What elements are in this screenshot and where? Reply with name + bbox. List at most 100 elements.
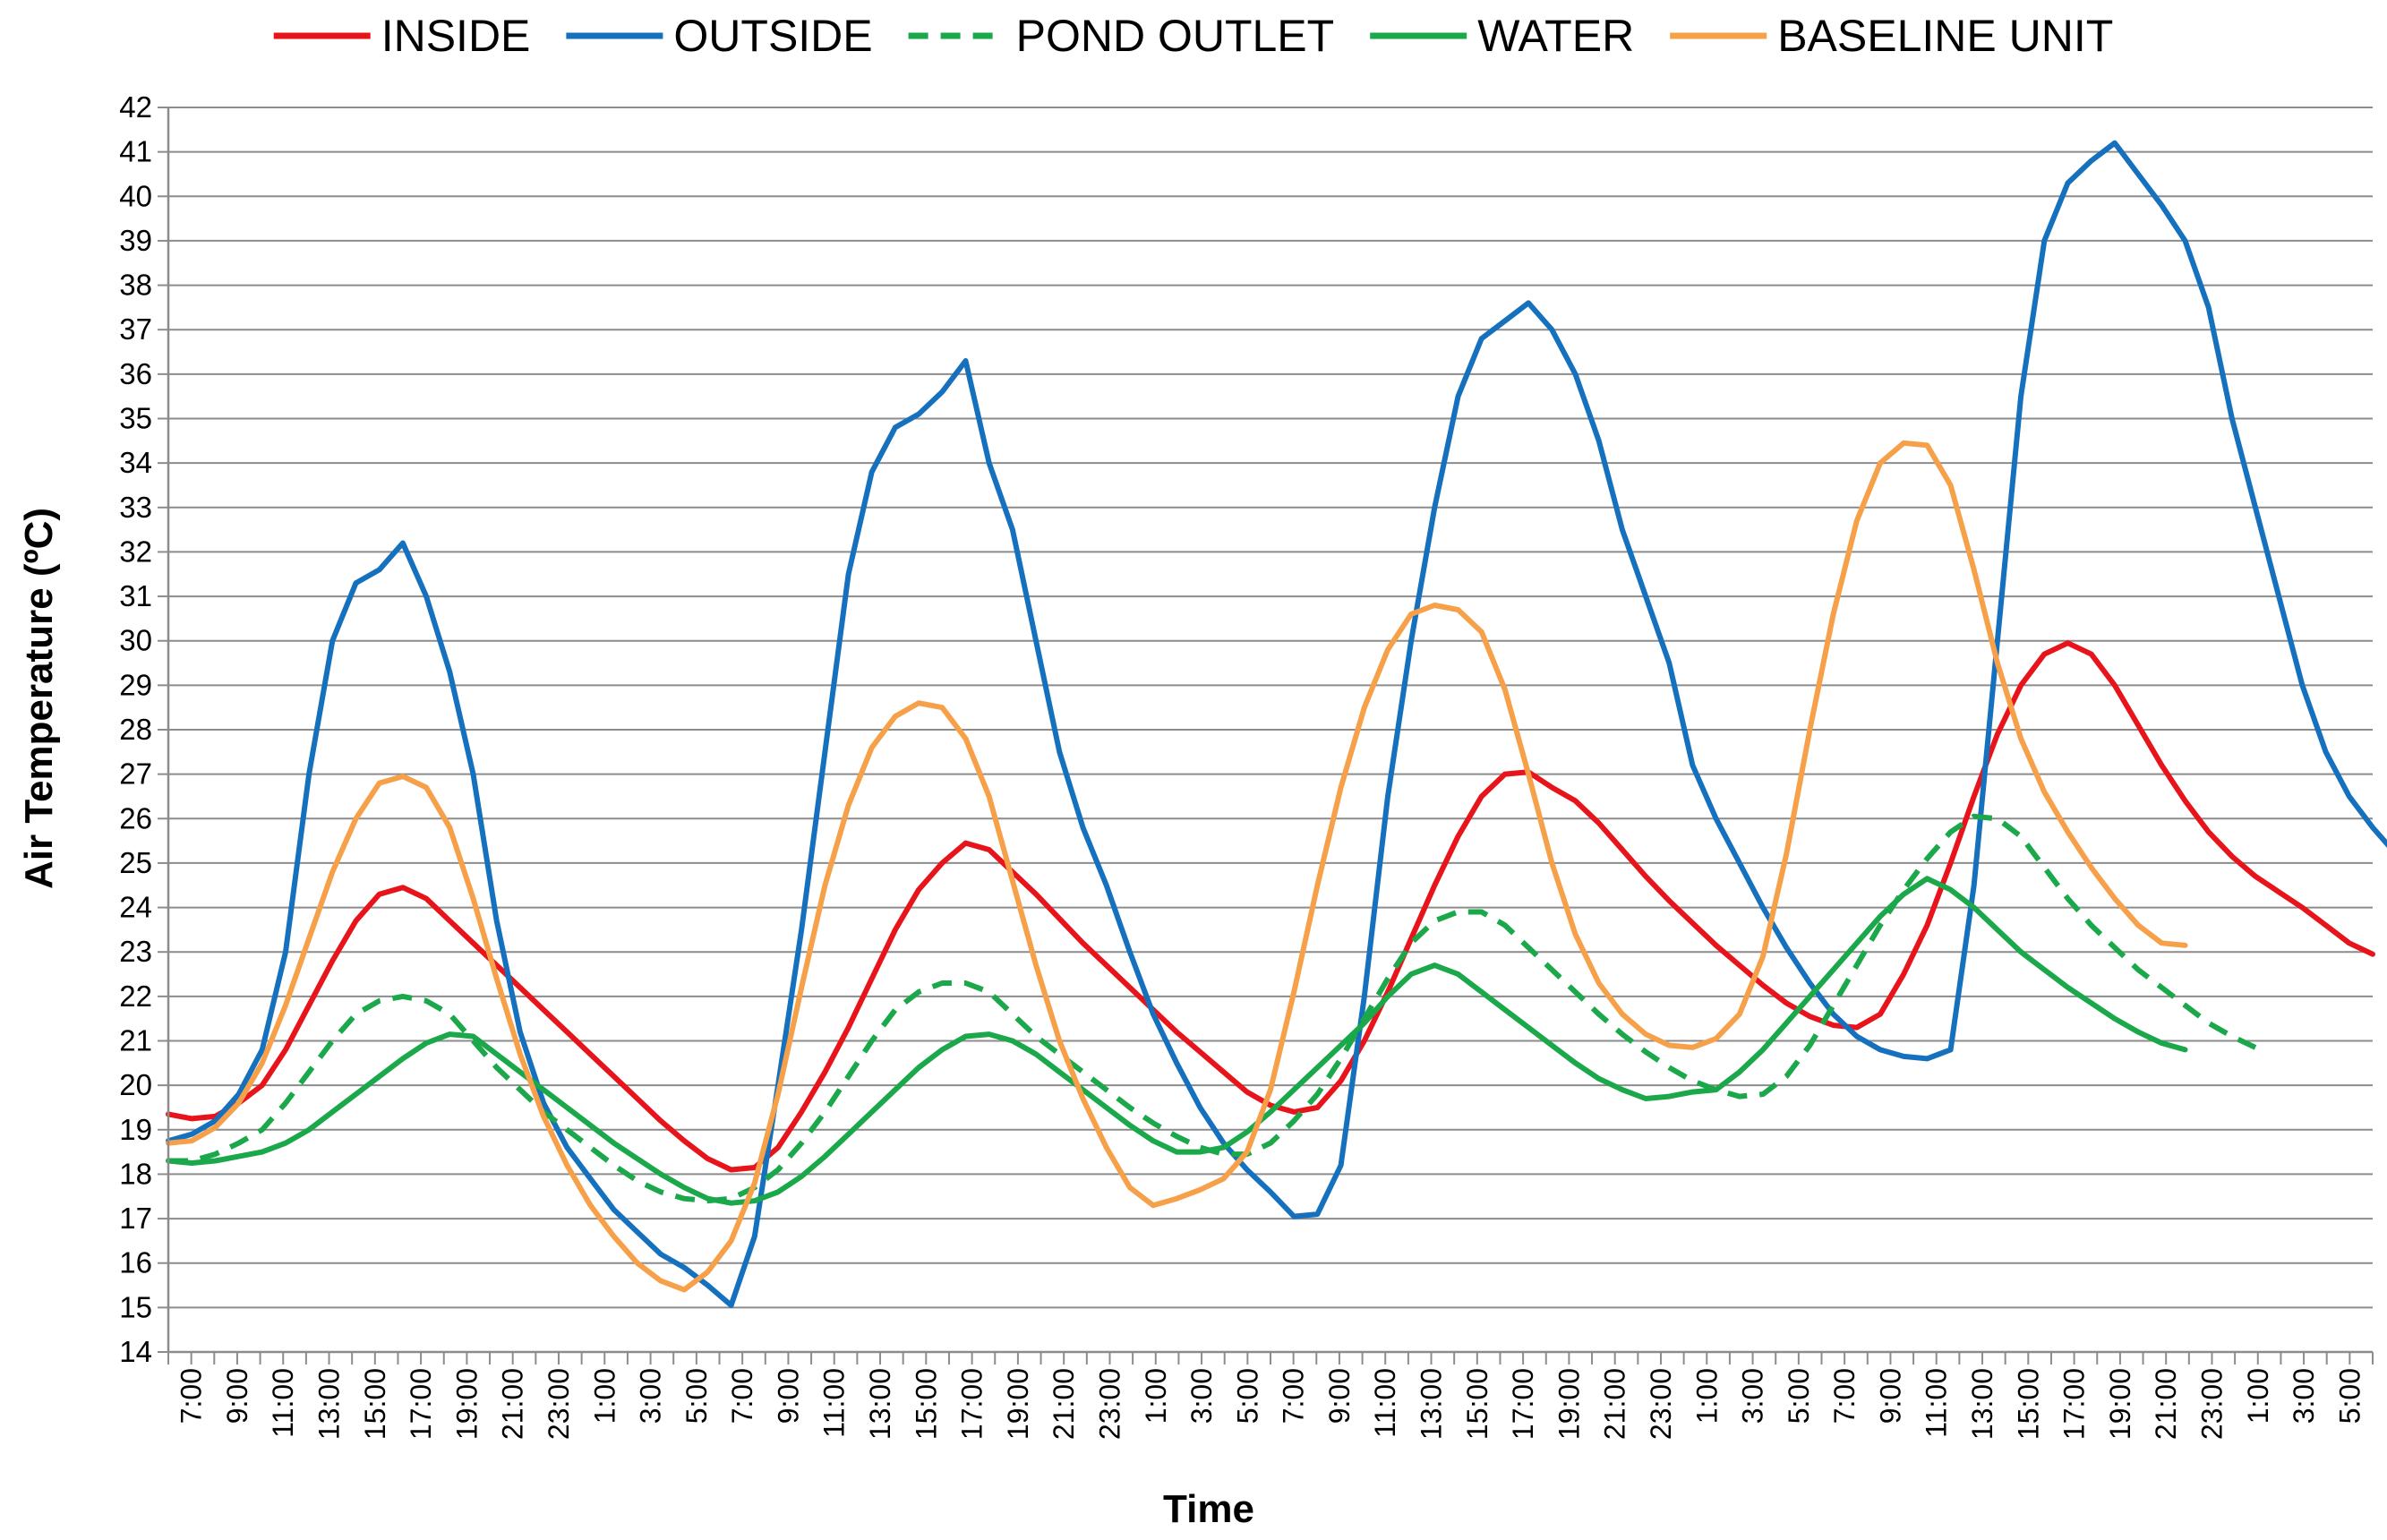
y-tick-label: 28 <box>119 713 152 746</box>
x-tick-label: 5:00 <box>2333 1368 2366 1424</box>
x-tick-label: 13:00 <box>864 1368 896 1440</box>
x-tick-label: 21:00 <box>2150 1368 2182 1440</box>
x-tick-label: 9:00 <box>1323 1368 1356 1424</box>
x-tick-label: 11:00 <box>1921 1368 1953 1438</box>
x-tick-label: 7:00 <box>175 1368 208 1424</box>
axes: 14 15 16 17 18 19 20 21 22 23 24 25 26 27 28 29 30 31 32 33… <box>119 90 2374 1440</box>
legend-label-baseline-unit: BASELINE UNIT <box>1777 11 2113 61</box>
y-tick-label: 38 <box>119 269 152 302</box>
x-tick-label: 5:00 <box>680 1368 713 1424</box>
legend-label-water: WATER <box>1477 11 1634 61</box>
x-tick-label: 15:00 <box>359 1368 391 1440</box>
y-tick-label: 18 <box>119 1157 152 1190</box>
legend-label-inside: INSIDE <box>381 11 531 61</box>
x-tick-label: 23:00 <box>1093 1368 1125 1440</box>
series-line-baseline-unit <box>166 440 2188 1293</box>
y-tick-label: 19 <box>119 1113 152 1146</box>
legend: INSIDE OUTSIDE POND OUTLET WATER BASELINE UN… <box>273 11 2113 61</box>
x-tick-label: 9:00 <box>772 1368 804 1424</box>
x-tick-label: 3:00 <box>1185 1368 1218 1424</box>
x-tick-label: 9:00 <box>1874 1368 1906 1424</box>
x-tick-label: 3:00 <box>2288 1368 2320 1424</box>
x-tick-label: 1:00 <box>2242 1368 2274 1424</box>
y-tick-label: 16 <box>119 1246 152 1279</box>
legend-item-water: WATER <box>1370 11 1634 61</box>
x-tick-label: 19:00 <box>2104 1368 2136 1440</box>
series-line-water <box>166 876 2188 1206</box>
x-tick-label: 15:00 <box>1461 1368 1493 1440</box>
x-tick-label: 13:00 <box>313 1368 346 1440</box>
legend-label-outside: OUTSIDE <box>673 11 872 61</box>
x-tick-label: 5:00 <box>1231 1368 1263 1424</box>
x-tick-label: 5:00 <box>1783 1368 1815 1424</box>
x-tick-label: 19:00 <box>1553 1368 1585 1440</box>
legend-item-inside: INSIDE <box>273 11 531 61</box>
legend-label-pond-outlet: POND OUTLET <box>1016 11 1335 61</box>
y-tick-label: 30 <box>119 624 152 657</box>
legend-item-outside: OUTSIDE <box>566 11 873 61</box>
y-tick-label: 25 <box>119 846 152 879</box>
gridlines <box>168 107 2373 1353</box>
x-tick-label: 7:00 <box>726 1368 758 1424</box>
y-tick-label: 40 <box>119 179 152 212</box>
x-tick-label: 21:00 <box>1048 1368 1080 1440</box>
x-tick-label: 21:00 <box>1599 1368 1631 1440</box>
x-tick-label: 1:00 <box>1690 1368 1723 1424</box>
y-tick-label: 24 <box>119 891 152 924</box>
y-tick-label: 42 <box>119 90 152 124</box>
x-tick-label: 23:00 <box>2195 1368 2228 1440</box>
y-tick-label: 35 <box>119 402 152 435</box>
x-tick-label: 21:00 <box>497 1368 529 1440</box>
y-tick-label: 15 <box>119 1290 152 1323</box>
x-tick-label: 17:00 <box>956 1368 988 1440</box>
x-tick-label: 15:00 <box>910 1368 942 1440</box>
series-lines <box>166 140 2387 1308</box>
series-line-inside <box>166 640 2375 1173</box>
x-tick-label: 19:00 <box>450 1368 483 1440</box>
y-tick-label: 36 <box>119 357 152 390</box>
y-tick-label: 31 <box>119 579 152 612</box>
x-tick-label: 11:00 <box>267 1368 299 1438</box>
legend-item-pond-outlet: POND OUTLET <box>908 11 1335 61</box>
x-tick-label: 7:00 <box>1828 1368 1861 1424</box>
x-tick-label: 23:00 <box>1645 1368 1677 1440</box>
x-tick-label: 13:00 <box>1416 1368 1448 1440</box>
y-axis-title: Air Temperature (ºC) <box>17 508 61 889</box>
y-tick-label: 37 <box>119 312 152 346</box>
x-tick-label: 11:00 <box>818 1368 851 1438</box>
y-tick-label: 32 <box>119 535 152 568</box>
y-tick-label: 26 <box>119 801 152 834</box>
y-tick-label: 29 <box>119 668 152 701</box>
x-tick-label: 17:00 <box>1507 1368 1539 1440</box>
y-tick-label: 34 <box>119 446 152 479</box>
x-tick-label: 17:00 <box>2058 1368 2091 1440</box>
y-tick-label: 22 <box>119 980 152 1013</box>
x-tick-label: 9:00 <box>221 1368 253 1424</box>
x-tick-label: 17:00 <box>405 1368 437 1440</box>
y-tick-label: 41 <box>119 135 152 168</box>
y-tick-label: 33 <box>119 491 152 524</box>
x-tick-label: 3:00 <box>635 1368 667 1424</box>
y-tick-label: 27 <box>119 757 152 791</box>
y-tick-label: 23 <box>119 935 152 968</box>
y-tick-label: 17 <box>119 1202 152 1235</box>
x-tick-label: 7:00 <box>1278 1368 1310 1424</box>
x-tick-label: 3:00 <box>1737 1368 1769 1424</box>
x-tick-label: 11:00 <box>1369 1368 1401 1438</box>
x-tick-label: 23:00 <box>543 1368 575 1440</box>
x-axis-title: Time <box>1163 1487 1254 1531</box>
y-tick-label: 14 <box>119 1335 152 1368</box>
x-tick-label: 1:00 <box>588 1368 620 1424</box>
x-tick-label: 19:00 <box>1002 1368 1034 1440</box>
x-tick-label: 1:00 <box>1140 1368 1172 1424</box>
x-tick-label: 13:00 <box>1966 1368 1998 1440</box>
series-line-outside <box>166 140 2387 1308</box>
legend-item-baseline-unit: BASELINE UNIT <box>1670 11 2113 61</box>
x-tick-label: 15:00 <box>2012 1368 2044 1440</box>
y-tick-label: 39 <box>119 224 152 257</box>
y-tick-label: 21 <box>119 1024 152 1057</box>
y-tick-label: 20 <box>119 1068 152 1101</box>
